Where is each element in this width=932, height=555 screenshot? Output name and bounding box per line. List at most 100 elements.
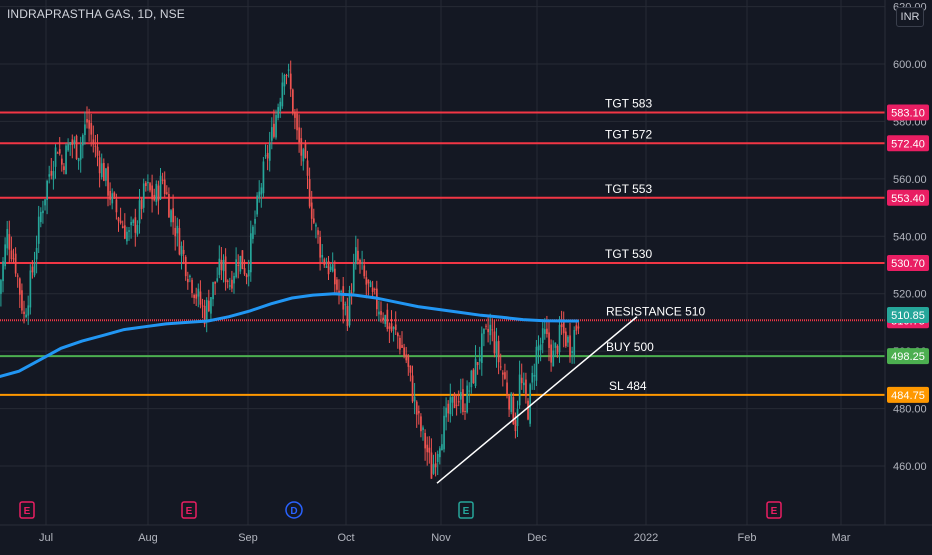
candle-body: [544, 329, 546, 334]
candle-body: [506, 382, 508, 395]
candle-body: [268, 143, 271, 161]
candle-body: [371, 287, 374, 292]
candle-body: [100, 163, 103, 178]
candle-body: [415, 401, 418, 415]
price-tag-label: 553.40: [891, 193, 925, 205]
trendline: [436, 316, 638, 484]
candle-body: [176, 225, 179, 234]
earnings-marker-box: [181, 501, 197, 519]
candle-body: [82, 135, 84, 146]
candle-body: [457, 401, 460, 403]
level-label: TGT 583: [605, 97, 652, 111]
candle-body: [392, 327, 395, 329]
earnings-marker-letter: E: [463, 506, 470, 517]
candle-body: [19, 278, 21, 295]
candle-body: [56, 152, 59, 154]
candle-body: [487, 328, 489, 333]
candle-body: [546, 328, 548, 335]
candle-body: [92, 139, 95, 145]
time-axis[interactable]: Jul Aug Sep Oct Nov Dec 2022 Feb Mar: [0, 524, 932, 544]
candle-body: [443, 415, 445, 450]
candle-body: [399, 337, 401, 350]
candle-body: [436, 453, 439, 462]
trendline-layer: [436, 316, 638, 484]
candle-body: [407, 355, 410, 367]
candle-body: [52, 171, 55, 180]
dividend-marker: D: [285, 501, 303, 519]
candle-body: [378, 311, 380, 315]
candle-body: [562, 322, 565, 334]
candle-body: [220, 260, 223, 271]
candle-body: [195, 294, 198, 299]
candle-body: [260, 187, 263, 195]
candle-body: [256, 195, 258, 215]
candle-body: [69, 142, 72, 146]
candle-body: [300, 138, 303, 156]
candle-body: [560, 324, 563, 328]
candle-body: [229, 285, 231, 287]
candle-body: [497, 340, 500, 363]
candle-body: [523, 382, 525, 386]
candle-body: [334, 268, 336, 285]
candle-body: [451, 396, 454, 403]
x-tick-label: Feb: [738, 532, 757, 544]
candle-body: [275, 115, 277, 138]
level-label: SL 484: [609, 379, 647, 393]
candle-body: [541, 328, 544, 344]
price-axis[interactable]: 460.00480.00500.00520.00540.00560.00580.…: [884, 0, 929, 525]
currency-button[interactable]: INR: [896, 7, 924, 27]
candle-body: [138, 200, 141, 224]
candle-body: [367, 279, 370, 284]
candle-body: [10, 250, 13, 260]
price-tag-label: 498.25: [891, 351, 925, 363]
candle-body: [254, 218, 256, 224]
earnings-marker: E: [181, 501, 197, 519]
candle-body: [159, 175, 162, 200]
symbol-title: INDRAPRASTHA GAS, 1D, NSE: [7, 7, 185, 21]
candle-body: [124, 225, 126, 239]
candle-body: [245, 274, 248, 278]
candle-body: [306, 160, 309, 176]
candle-body: [247, 269, 250, 277]
x-tick-label: Mar: [832, 532, 851, 544]
candle-body: [287, 69, 290, 71]
candle-body: [426, 444, 429, 453]
x-tick-label: Oct: [337, 532, 354, 544]
candle-body: [447, 403, 450, 414]
candle-body: [342, 286, 345, 310]
candle-body: [172, 208, 174, 223]
candle-body: [369, 282, 372, 288]
candle-body: [336, 279, 338, 290]
candle-body: [329, 266, 332, 270]
earnings-marker-letter: E: [771, 506, 778, 517]
candle-body: [77, 158, 80, 162]
candle-body: [466, 385, 468, 413]
candle-body: [413, 396, 416, 402]
candle-body: [418, 410, 420, 414]
candle-body: [455, 404, 458, 406]
candle-body: [243, 268, 246, 275]
price-tag: [887, 135, 929, 152]
candle-body: [113, 192, 116, 197]
candle-body: [231, 279, 233, 289]
y-tick-label: 560.00: [893, 174, 927, 186]
candle-body: [235, 259, 237, 278]
x-tick-label: Sep: [238, 532, 258, 544]
price-tag: [887, 254, 929, 271]
candle-body: [182, 249, 185, 254]
candle-body: [411, 375, 414, 402]
candle-body: [8, 234, 11, 250]
candle-body: [73, 140, 76, 144]
candle-body: [237, 264, 240, 266]
candle-body: [317, 230, 319, 235]
candle-body: [27, 305, 30, 316]
candle-body: [142, 183, 145, 208]
candle-body: [535, 346, 538, 381]
candle-body: [321, 254, 324, 258]
candle-body: [289, 73, 292, 90]
candle-body: [239, 255, 242, 272]
candle-body: [212, 282, 214, 300]
